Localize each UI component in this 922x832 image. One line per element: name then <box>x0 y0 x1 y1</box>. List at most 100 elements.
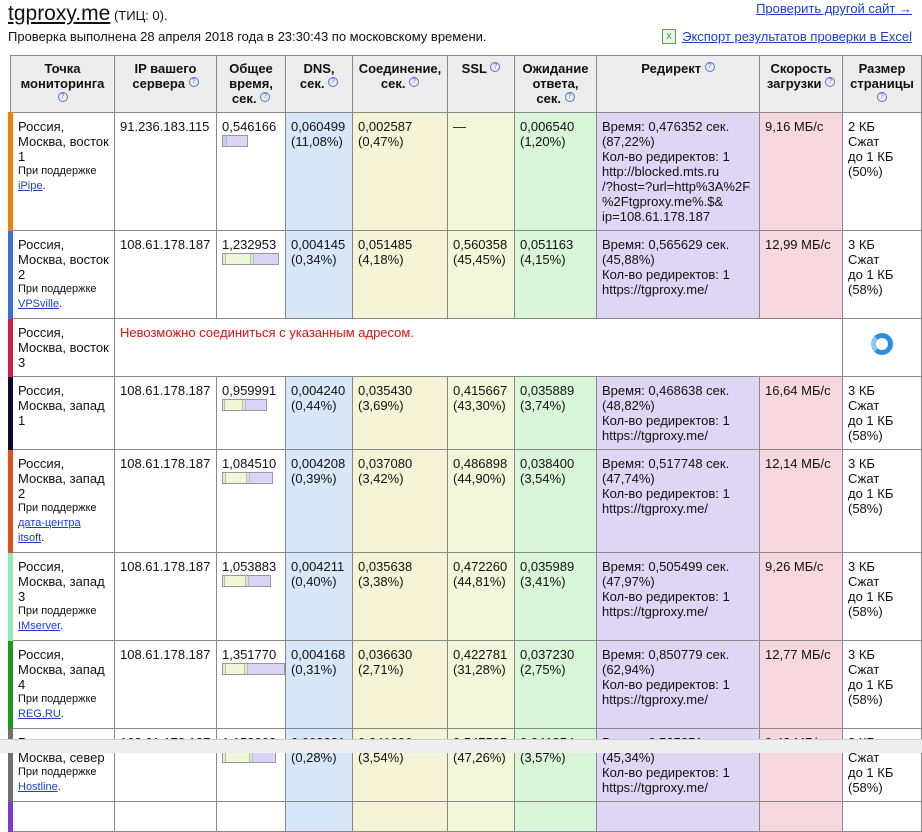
ip-cell: 108.61.178.187 <box>114 640 217 729</box>
dns-value: 0,004168 <box>291 647 346 662</box>
wait-value: 0,035989 <box>520 559 575 574</box>
sponsor-link[interactable]: Hostline <box>18 781 58 793</box>
export-excel[interactable]: X Экспорт результатов проверки в Excel <box>662 29 912 44</box>
help-icon[interactable]: ? <box>260 91 271 102</box>
sponsor-link[interactable]: VPSville <box>18 298 59 310</box>
time-bar-segment <box>226 473 247 483</box>
wait-percent: (1,20%) <box>520 134 566 149</box>
redirect-line: (87,22%) <box>602 134 655 149</box>
monitoring-point-cell: Россия, Москва, восток 1 При поддержке iPi… <box>8 112 115 231</box>
ip-cell: 108.61.178.187 <box>114 230 217 319</box>
sponsor-link[interactable]: дата-центра itsoft <box>18 517 81 544</box>
monitoring-point-cell: Россия, Москва, восток 2 При поддержке VPS… <box>8 230 115 319</box>
header-dns: DNS, сек. ? <box>285 55 353 113</box>
page-size-line: до 1 КБ <box>848 486 894 501</box>
error-message: Невозможно соединиться с указанным адрес… <box>114 318 843 377</box>
dns-value: 0,004240 <box>291 383 346 398</box>
connection-value: 0,002587 <box>358 119 413 134</box>
help-icon[interactable]: ? <box>328 76 339 87</box>
redirect-line: /?host=?url=http%3A%2F <box>602 179 751 194</box>
page-size-line: (58%) <box>848 604 883 619</box>
table-row: Россия, Москва, восток 1 При поддержке iPi… <box>8 112 922 231</box>
speed-cell: 12,99 МБ/с <box>759 230 843 319</box>
wait-cell: 0,006540 (1,20%) <box>514 112 597 231</box>
header-connection: Соединение, сек. ? <box>352 55 448 113</box>
location: Россия, Москва, восток 3 <box>18 325 109 370</box>
table-row: Россия, Москва, запад 1 108.61.178.187 0,9… <box>8 376 922 450</box>
connection-cell: 0,036630 (2,71%) <box>352 640 448 729</box>
help-icon[interactable]: ? <box>877 91 887 102</box>
connection-cell: 0,035638 (3,38%) <box>352 552 448 641</box>
connection-cell: 0,037080 (3,42%) <box>352 449 448 553</box>
redirect-line: https://tgproxy.me/ <box>602 428 708 443</box>
table-row: Россия, Москва, восток 2 При поддержке VPS… <box>8 230 922 319</box>
page-size-line: (58%) <box>848 780 883 795</box>
time-bar-segment <box>223 576 225 586</box>
header-label: Общее время, сек. <box>229 61 273 106</box>
redirect-line: (48,82%) <box>602 398 655 413</box>
page-size-line: до 1 КБ <box>848 413 894 428</box>
wait-value: 0,035889 <box>520 383 575 398</box>
header-label: Размер страницы <box>850 61 914 91</box>
ssl-value: 0,472260 <box>453 559 508 574</box>
dns-cell: 0,004240 (0,44%) <box>285 376 353 450</box>
wait-cell: 0,035989 (3,41%) <box>514 552 597 641</box>
time-bar-segment <box>223 664 226 674</box>
connection-percent: (3,38%) <box>358 574 404 589</box>
wait-cell: 0,035889 (3,74%) <box>514 376 597 450</box>
page-size-line: до 1 КБ <box>848 677 894 692</box>
sponsor-link[interactable]: REG.RU <box>18 708 61 720</box>
redirect-line: http://blocked.mts.ru <box>602 164 720 179</box>
help-icon[interactable]: ? <box>409 76 420 87</box>
sponsor-link[interactable]: IMserver <box>18 620 61 632</box>
help-icon[interactable]: ? <box>704 61 715 72</box>
monitoring-point-cell: Россия, Москва, запад 4 При поддержке REG.… <box>8 640 115 729</box>
redirect-line: https://tgproxy.me/ <box>602 780 708 795</box>
connection-percent: (4,18%) <box>358 252 404 267</box>
total-time-value: 1,053883 <box>222 559 277 574</box>
wait-percent: (3,74%) <box>520 398 566 413</box>
time-bar-segment <box>249 576 270 586</box>
help-icon[interactable]: ? <box>57 91 68 102</box>
help-icon[interactable]: ? <box>564 91 575 102</box>
check-other-site-link[interactable]: Проверить другой сайт → <box>756 1 912 16</box>
ssl-percent: (44,90%) <box>453 471 506 486</box>
speed-cell: 12,77 МБ/с <box>759 640 843 729</box>
ip-cell: 108.61.178.187 <box>114 376 217 450</box>
ip-cell: 108.61.178.187 <box>114 449 217 553</box>
ssl-value: 0,415667 <box>453 383 508 398</box>
page-size-cell: 2 КБ Сжат до 1 КБ (50%) <box>842 112 922 231</box>
time-bar-segment <box>247 473 250 483</box>
sponsor-prefix: При поддержке <box>18 502 97 514</box>
header-label: IP вашего сервера <box>132 61 197 91</box>
connection-cell: 0,051485 (4,18%) <box>352 230 448 319</box>
page-size-line: 3 КБ <box>848 647 875 662</box>
sponsor-prefix: При поддержке <box>18 605 97 617</box>
redirect-line: Кол-во редиректов: 1 <box>602 589 730 604</box>
time-bar-segment <box>246 576 249 586</box>
connection-value: 0,037080 <box>358 456 413 471</box>
help-icon[interactable]: ? <box>490 61 501 72</box>
page-size-line: 2 КБ <box>848 119 875 134</box>
site-link[interactable]: tgproxy.me <box>8 2 111 25</box>
speed-cell: 12,14 МБ/с <box>759 449 843 553</box>
connection-percent: (0,47%) <box>358 134 404 149</box>
location: Россия, Москва, запад 3 <box>18 559 105 604</box>
speed-cell: 9,26 МБ/с <box>759 552 843 641</box>
help-icon[interactable]: ? <box>188 76 199 87</box>
redirect-line: Кол-во редиректов: 1 <box>602 149 730 164</box>
sponsor: При поддержке дата-центра itsoft. <box>18 502 97 544</box>
refresh-icon[interactable] <box>871 333 893 355</box>
status-bar <box>0 739 922 753</box>
time-bar-segment <box>245 664 248 674</box>
page-size-line: Сжат <box>848 662 880 677</box>
redirect-line: Кол-во редиректов: 1 <box>602 765 730 780</box>
page-size-line: Сжат <box>848 252 880 267</box>
sponsor: При поддержке iPipe. <box>18 165 97 192</box>
help-icon[interactable]: ? <box>825 76 836 87</box>
redirect-line: Кол-во редиректов: 1 <box>602 267 730 282</box>
export-excel-link[interactable]: Экспорт результатов проверки в Excel <box>682 29 912 44</box>
time-bar-segment <box>225 400 243 410</box>
sponsor-link[interactable]: iPipe <box>18 180 43 192</box>
